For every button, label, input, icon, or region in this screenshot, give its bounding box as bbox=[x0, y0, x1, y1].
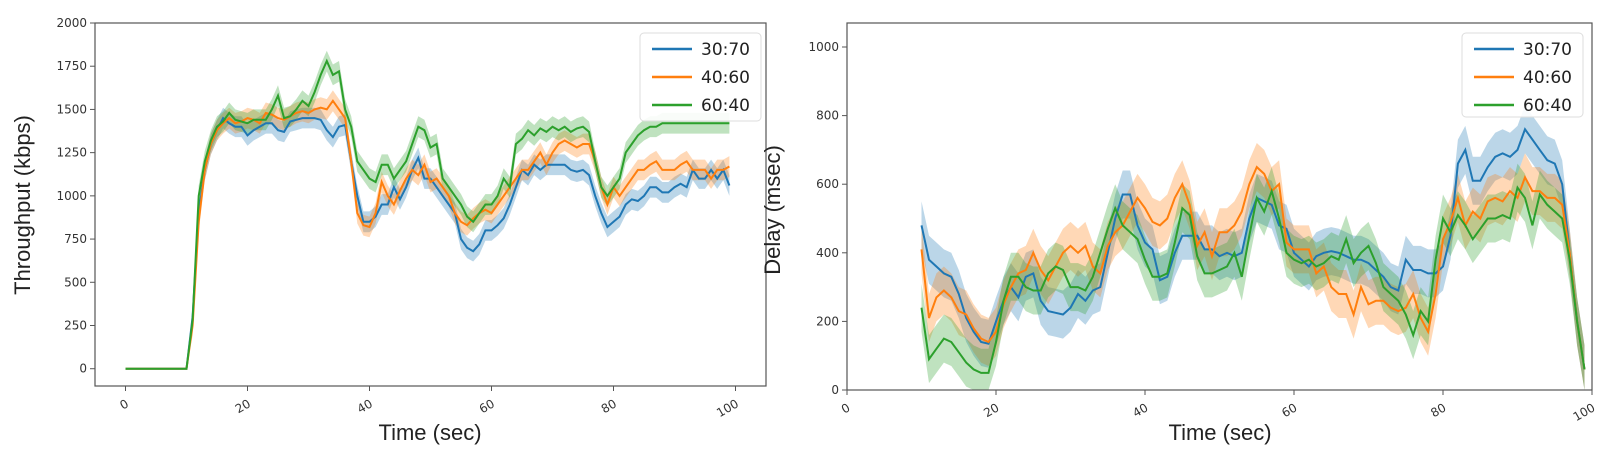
plot-area bbox=[125, 50, 731, 370]
y-tick-label: 1500 bbox=[56, 102, 87, 116]
throughput-x-axis-label: Time (sec) bbox=[378, 420, 481, 445]
y-tick-label: 1000 bbox=[56, 189, 87, 203]
legend-label: 30:70 bbox=[701, 40, 750, 60]
legend: 30:70 40:60 60:40 bbox=[1461, 32, 1584, 118]
delay-y-axis-label: Delay (msec) bbox=[760, 145, 785, 275]
x-tick-label: 60 bbox=[1279, 400, 1299, 420]
series-line-30-70 bbox=[125, 116, 731, 370]
legend-box bbox=[639, 32, 762, 122]
legend-label: 40:60 bbox=[701, 68, 750, 88]
y-tick-label: 200 bbox=[816, 314, 839, 328]
throughput-y-axis-label: Throughput (kbps) bbox=[10, 115, 35, 295]
y-tick-label: 0 bbox=[831, 383, 839, 397]
y-tick-label: 1250 bbox=[56, 146, 87, 160]
axes-frame bbox=[846, 22, 1593, 391]
confidence-band-60-40 bbox=[125, 50, 730, 369]
x-tick-label: 20 bbox=[981, 400, 1001, 420]
series-line-60-40 bbox=[125, 58, 730, 370]
y-tick-label: 800 bbox=[816, 109, 839, 123]
x-tick-label: 80 bbox=[1428, 400, 1448, 420]
x-tick-label: 100 bbox=[1571, 400, 1598, 424]
x-tick-label: 40 bbox=[355, 396, 375, 416]
x-tick-label: 60 bbox=[477, 396, 497, 416]
x-tick-label: 40 bbox=[1130, 400, 1150, 420]
legend-label: 30:70 bbox=[1523, 40, 1572, 60]
y-tick-label: 400 bbox=[816, 246, 839, 260]
x-tick-label: 0 bbox=[117, 396, 131, 412]
y-tick-label: 2000 bbox=[56, 16, 87, 30]
y-tick-label: 250 bbox=[64, 319, 87, 333]
legend-label: 60:40 bbox=[1523, 96, 1572, 116]
series-line-40-60 bbox=[920, 165, 1586, 370]
throughput-chart: 0 250 500 750 1000 1250 1500 1750 2000 0 20 40 60 80 1… bbox=[56, 16, 767, 420]
x-tick-label: 0 bbox=[839, 400, 853, 416]
y-tick-label: 1750 bbox=[56, 59, 87, 73]
y-tick-label: 0 bbox=[79, 362, 87, 376]
legend: 30:70 40:60 60:40 bbox=[639, 32, 762, 122]
y-tick-label: 600 bbox=[816, 177, 839, 191]
confidence-band-40-60 bbox=[921, 143, 1585, 390]
confidence-band-60-40 bbox=[921, 163, 1585, 390]
plot-area bbox=[920, 105, 1586, 390]
y-tick-label: 500 bbox=[64, 275, 87, 289]
x-tick-label: 100 bbox=[714, 396, 741, 420]
confidence-band-30-70 bbox=[125, 107, 730, 369]
series-line-40-60 bbox=[125, 99, 730, 370]
y-tick-label: 750 bbox=[64, 232, 87, 246]
confidence-band-30-70 bbox=[921, 105, 1585, 390]
y-tick-label: 1000 bbox=[808, 40, 839, 54]
series-line-30-70 bbox=[920, 127, 1586, 370]
legend-box bbox=[1461, 32, 1584, 118]
x-tick-label: 20 bbox=[233, 396, 253, 416]
x-tick-label: 80 bbox=[599, 396, 619, 416]
axes-frame bbox=[94, 22, 767, 387]
legend-label: 40:60 bbox=[1523, 68, 1572, 88]
delay-chart: 0 200 400 600 800 1000 0 20 40 60 80 100 30:70 40:60 6… bbox=[808, 22, 1598, 424]
legend-label: 60:40 bbox=[701, 96, 750, 116]
delay-x-axis-label: Time (sec) bbox=[1168, 420, 1271, 445]
series-line-60-40 bbox=[920, 185, 1586, 374]
